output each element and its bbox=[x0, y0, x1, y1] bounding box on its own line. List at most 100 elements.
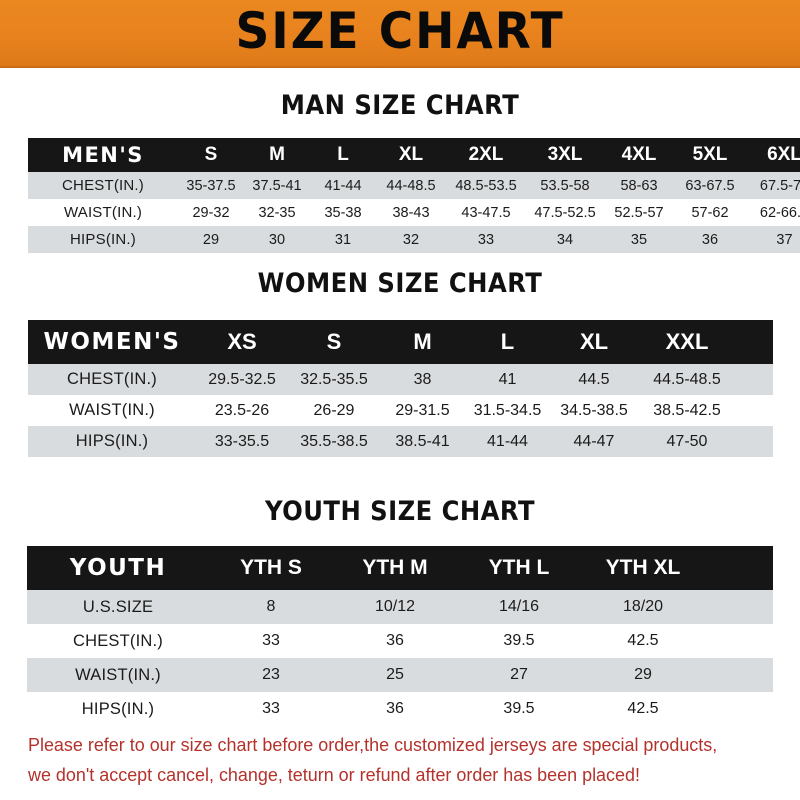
row-label: WAIST(IN.) bbox=[28, 199, 178, 226]
cell-value: 44.5 bbox=[550, 364, 638, 395]
row-label: WAIST(IN.) bbox=[28, 395, 196, 426]
row-label: U.S.SIZE bbox=[27, 590, 209, 624]
table-row: HIPS(IN.) 29 30 31 32 33 34 35 36 37 bbox=[28, 226, 800, 253]
cell-value: 8 bbox=[209, 590, 333, 624]
cell-value-empty bbox=[705, 590, 773, 624]
cell-value: 44-48.5 bbox=[376, 172, 446, 199]
cell-value: 35 bbox=[604, 226, 674, 253]
column-header: L bbox=[310, 138, 376, 172]
cell-value: 34 bbox=[526, 226, 604, 253]
cell-value: 38 bbox=[380, 364, 465, 395]
cell-value-empty bbox=[736, 364, 773, 395]
table-row: WAIST(IN.) 29-32 32-35 35-38 38-43 43-47… bbox=[28, 199, 800, 226]
table-row: CHEST(IN.) 29.5-32.5 32.5-35.5 38 41 44.… bbox=[28, 364, 773, 395]
row-label: CHEST(IN.) bbox=[28, 364, 196, 395]
cell-value-empty bbox=[736, 426, 773, 457]
cell-value: 30 bbox=[244, 226, 310, 253]
cell-value: 32.5-35.5 bbox=[288, 364, 380, 395]
cell-value: 53.5-58 bbox=[526, 172, 604, 199]
cell-value: 33 bbox=[446, 226, 526, 253]
cell-value: 67.5-72 bbox=[746, 172, 800, 199]
cell-value: 43-47.5 bbox=[446, 199, 526, 226]
column-header: 6XL bbox=[746, 138, 800, 172]
cell-value: 23.5-26 bbox=[196, 395, 288, 426]
table-corner-label: MEN'S bbox=[28, 138, 178, 172]
cell-value: 36 bbox=[674, 226, 746, 253]
row-label: CHEST(IN.) bbox=[27, 624, 209, 658]
cell-value: 32 bbox=[376, 226, 446, 253]
cell-value: 29.5-32.5 bbox=[196, 364, 288, 395]
table-header-row: WOMEN'S XS S M L XL XXL bbox=[28, 320, 773, 364]
cell-value: 33 bbox=[209, 624, 333, 658]
column-header: 5XL bbox=[674, 138, 746, 172]
table-corner-label: WOMEN'S bbox=[28, 320, 196, 364]
cell-value: 38.5-41 bbox=[380, 426, 465, 457]
cell-value: 35-38 bbox=[310, 199, 376, 226]
row-label: HIPS(IN.) bbox=[28, 426, 196, 457]
cell-value: 33-35.5 bbox=[196, 426, 288, 457]
disclaimer-line-2: we don't accept cancel, change, teturn o… bbox=[28, 764, 640, 785]
cell-value: 27 bbox=[457, 658, 581, 692]
column-header: 2XL bbox=[446, 138, 526, 172]
cell-value: 34.5-38.5 bbox=[550, 395, 638, 426]
cell-value-empty bbox=[736, 395, 773, 426]
cell-value: 62-66.5 bbox=[746, 199, 800, 226]
cell-value: 41-44 bbox=[310, 172, 376, 199]
column-header: XL bbox=[376, 138, 446, 172]
cell-value: 23 bbox=[209, 658, 333, 692]
cell-value: 36 bbox=[333, 692, 457, 726]
cell-value: 42.5 bbox=[581, 692, 705, 726]
table-row: HIPS(IN.) 33 36 39.5 42.5 bbox=[27, 692, 773, 726]
section-title-women: WOMEN SIZE CHART bbox=[257, 268, 543, 299]
cell-value-empty bbox=[705, 658, 773, 692]
cell-value: 26-29 bbox=[288, 395, 380, 426]
cell-value: 29 bbox=[178, 226, 244, 253]
table-row: U.S.SIZE 8 10/12 14/16 18/20 bbox=[27, 590, 773, 624]
cell-value: 63-67.5 bbox=[674, 172, 746, 199]
footer-disclaimer: Please refer to our size chart before or… bbox=[28, 730, 757, 790]
column-header: YTH M bbox=[333, 546, 457, 590]
cell-value: 42.5 bbox=[581, 624, 705, 658]
cell-value: 47.5-52.5 bbox=[526, 199, 604, 226]
cell-value-empty bbox=[705, 624, 773, 658]
section-title-youth: YOUTH SIZE CHART bbox=[264, 496, 536, 527]
row-label: HIPS(IN.) bbox=[28, 226, 178, 253]
cell-value: 52.5-57 bbox=[604, 199, 674, 226]
cell-value: 41 bbox=[465, 364, 550, 395]
cell-value: 39.5 bbox=[457, 624, 581, 658]
column-header: L bbox=[465, 320, 550, 364]
column-header: M bbox=[380, 320, 465, 364]
column-header: 3XL bbox=[526, 138, 604, 172]
cell-value: 14/16 bbox=[457, 590, 581, 624]
column-header: XXL bbox=[638, 320, 736, 364]
column-header: XL bbox=[550, 320, 638, 364]
disclaimer-line-1: Please refer to our size chart before or… bbox=[28, 734, 718, 755]
table-row: HIPS(IN.) 33-35.5 35.5-38.5 38.5-41 41-4… bbox=[28, 426, 773, 457]
cell-value: 29-31.5 bbox=[380, 395, 465, 426]
column-header: S bbox=[178, 138, 244, 172]
cell-value: 58-63 bbox=[604, 172, 674, 199]
page-title: SIZE CHART bbox=[235, 2, 565, 60]
column-header: YTH L bbox=[457, 546, 581, 590]
table-header-row: YOUTH YTH S YTH M YTH L YTH XL bbox=[27, 546, 773, 590]
cell-value: 10/12 bbox=[333, 590, 457, 624]
column-header: XS bbox=[196, 320, 288, 364]
column-header: 4XL bbox=[604, 138, 674, 172]
table-corner-label: YOUTH bbox=[27, 546, 209, 590]
table-header-row: MEN'S S M L XL 2XL 3XL 4XL 5XL 6XL bbox=[28, 138, 800, 172]
cell-value: 48.5-53.5 bbox=[446, 172, 526, 199]
cell-value: 39.5 bbox=[457, 692, 581, 726]
cell-value: 31.5-34.5 bbox=[465, 395, 550, 426]
cell-value: 31 bbox=[310, 226, 376, 253]
cell-value: 47-50 bbox=[638, 426, 736, 457]
cell-value: 36 bbox=[333, 624, 457, 658]
cell-value: 38.5-42.5 bbox=[638, 395, 736, 426]
column-header: YTH S bbox=[209, 546, 333, 590]
column-header: S bbox=[288, 320, 380, 364]
cell-value: 57-62 bbox=[674, 199, 746, 226]
cell-value: 18/20 bbox=[581, 590, 705, 624]
cell-value: 25 bbox=[333, 658, 457, 692]
table-row: CHEST(IN.) 35-37.5 37.5-41 41-44 44-48.5… bbox=[28, 172, 800, 199]
cell-value: 32-35 bbox=[244, 199, 310, 226]
